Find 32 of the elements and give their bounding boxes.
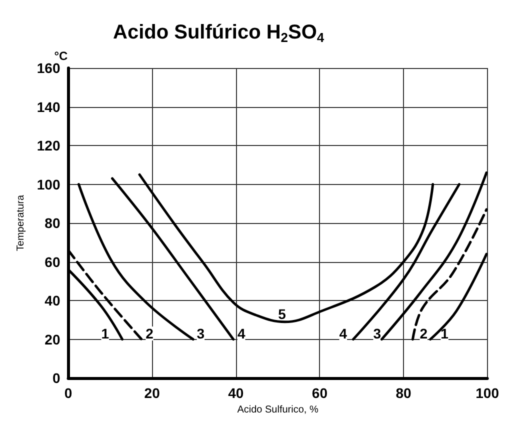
annotation: 3 (196, 326, 205, 342)
annotation: 2 (146, 326, 154, 342)
text: °C (54, 49, 68, 63)
annotation: 3 (373, 326, 382, 342)
x-tick-label: 20 (144, 385, 160, 402)
y-tick-label: 0 (52, 370, 60, 386)
line-series (111, 177, 235, 341)
annotation: 2 (420, 326, 428, 342)
x-tick-label: 60 (312, 385, 328, 402)
annotation: 5 (278, 306, 286, 322)
line-series (77, 183, 194, 341)
annotation: 4 (237, 326, 246, 342)
y-tick-label: 60 (44, 254, 60, 270)
y-tick-label: 40 (44, 292, 60, 309)
x-tick-label: 100 (476, 385, 500, 402)
y-tick-label: 140 (36, 98, 60, 115)
y-tick-label: 80 (44, 215, 60, 232)
y-tick-label: 20 (44, 331, 60, 348)
y-axis-title: Temperatura (16, 194, 26, 252)
y-tick-label: 120 (36, 138, 60, 154)
line-series (138, 173, 434, 324)
y-tick-label: 160 (36, 60, 60, 76)
annotation: 4 (339, 326, 348, 342)
x-tick-label: 0 (64, 385, 72, 402)
x-axis-title: Acido Sulfurico, % (237, 404, 318, 416)
annotation: 1 (101, 326, 110, 342)
x-tick-label: 80 (396, 385, 412, 402)
x-tick-label: 40 (228, 385, 244, 402)
line-series (411, 208, 488, 341)
annotation: 1 (440, 326, 449, 342)
line-series (352, 183, 460, 341)
y-tick-label: 100 (36, 176, 60, 192)
